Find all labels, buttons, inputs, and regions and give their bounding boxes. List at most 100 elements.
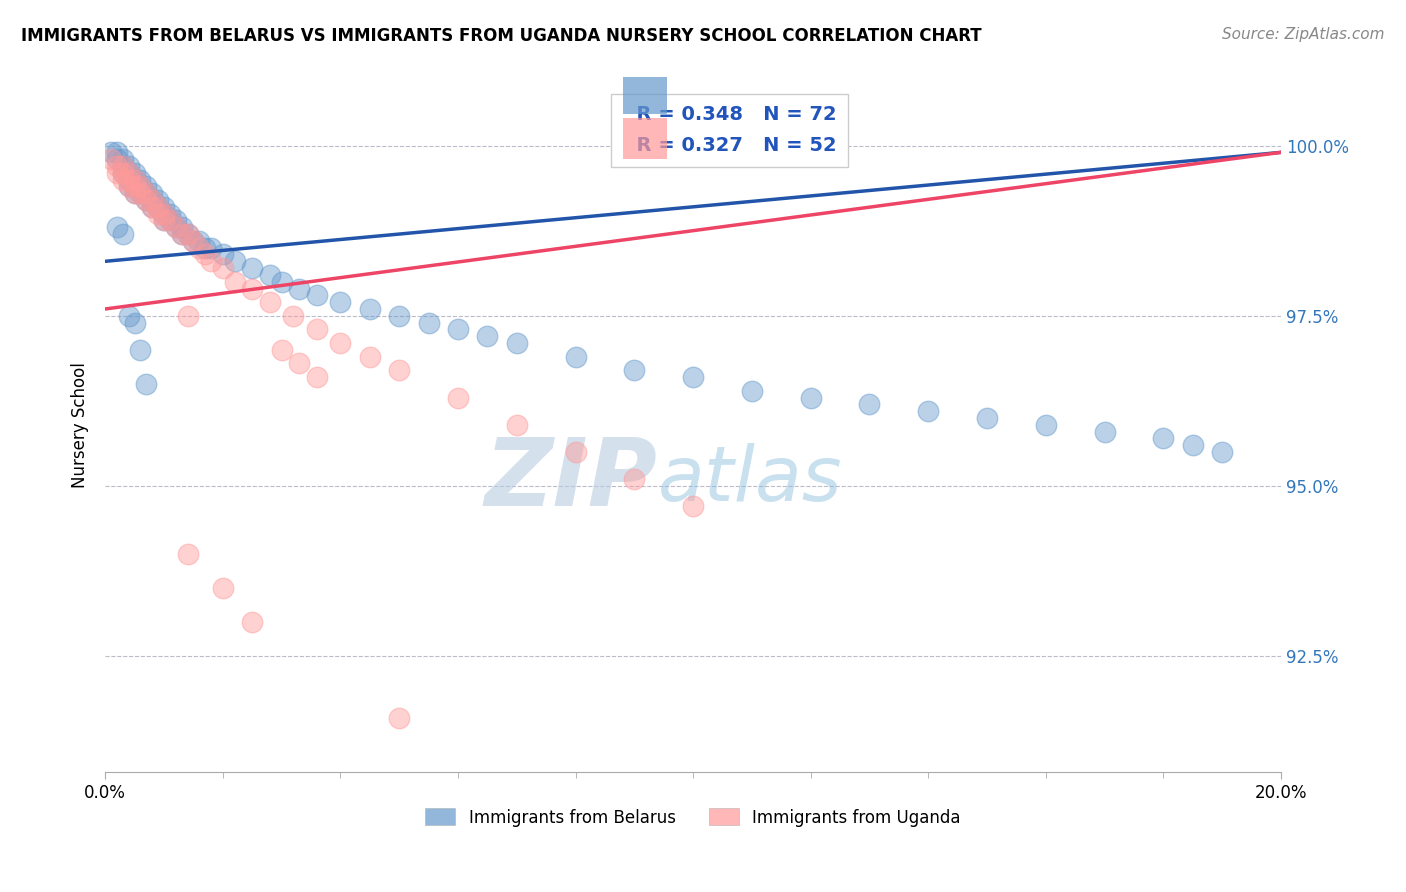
Point [135,186,157,201]
Text: Source: ZipAtlas.com: Source: ZipAtlas.com [1222,27,1385,42]
Point [135,193,157,207]
Point [188,234,211,248]
Point [170,220,193,235]
Point [124,179,146,194]
Point [111,166,134,180]
Point [124,172,146,186]
Point [146,200,169,214]
Point [183,234,205,248]
Point [388,363,411,377]
Point [124,186,146,201]
Point [111,227,134,241]
Point [270,343,292,357]
Point [188,241,211,255]
Point [800,391,823,405]
Point [129,343,152,357]
Point [418,316,440,330]
Point [477,329,499,343]
Text: R = 0.348   N = 72
  R = 0.327   N = 52: R = 0.348 N = 72 R = 0.327 N = 52 [623,105,837,155]
Point [118,166,141,180]
Point [200,254,222,268]
Point [741,384,763,398]
Point [211,581,233,595]
Point [329,295,352,310]
Point [105,152,128,166]
Legend: Immigrants from Belarus, Immigrants from Uganda: Immigrants from Belarus, Immigrants from… [419,802,967,833]
Point [100,145,122,160]
Point [111,152,134,166]
Point [141,200,163,214]
Point [153,200,176,214]
Point [176,227,198,241]
Point [170,227,193,241]
Point [240,281,263,295]
Point [447,391,470,405]
Point [129,186,152,201]
Point [305,370,328,384]
Point [118,172,141,186]
Point [165,220,187,235]
Point [388,710,411,724]
Point [165,220,187,235]
Point [111,159,134,173]
Point [135,179,157,194]
Point [194,241,217,255]
Point [858,397,880,411]
Point [135,376,157,391]
Point [211,261,233,276]
Point [359,301,381,316]
Point [118,159,141,173]
Point [118,166,141,180]
Point [200,241,222,255]
Point [105,145,128,160]
Point [506,336,529,351]
Point [124,316,146,330]
Point [124,166,146,180]
Point [564,445,586,459]
Point [159,213,181,227]
Point [305,322,328,336]
Point [623,472,645,486]
Point [288,281,311,295]
Point [170,227,193,241]
Point [129,179,152,194]
FancyBboxPatch shape [623,74,668,114]
Point [270,275,292,289]
Point [917,404,939,418]
Point [623,363,645,377]
Point [447,322,470,336]
Point [976,411,998,425]
Point [159,213,181,227]
Point [153,213,176,227]
Point [1152,431,1174,445]
Point [124,186,146,201]
Point [259,295,281,310]
Y-axis label: Nursery School: Nursery School [72,362,89,488]
Point [105,220,128,235]
Point [176,547,198,561]
Point [183,234,205,248]
Point [153,213,176,227]
Point [141,193,163,207]
Point [141,186,163,201]
Point [118,179,141,194]
Point [682,370,704,384]
Point [118,179,141,194]
Point [135,186,157,201]
Text: IMMIGRANTS FROM BELARUS VS IMMIGRANTS FROM UGANDA NURSERY SCHOOL CORRELATION CHA: IMMIGRANTS FROM BELARUS VS IMMIGRANTS FR… [21,27,981,45]
Point [1211,445,1233,459]
Point [105,166,128,180]
Point [124,179,146,194]
Point [359,350,381,364]
Point [1094,425,1116,439]
Point [159,207,181,221]
Point [146,193,169,207]
Point [388,309,411,323]
Point [194,247,217,261]
Point [259,268,281,282]
Point [165,213,187,227]
Point [176,309,198,323]
Point [111,172,134,186]
Point [118,309,141,323]
FancyBboxPatch shape [623,119,668,159]
